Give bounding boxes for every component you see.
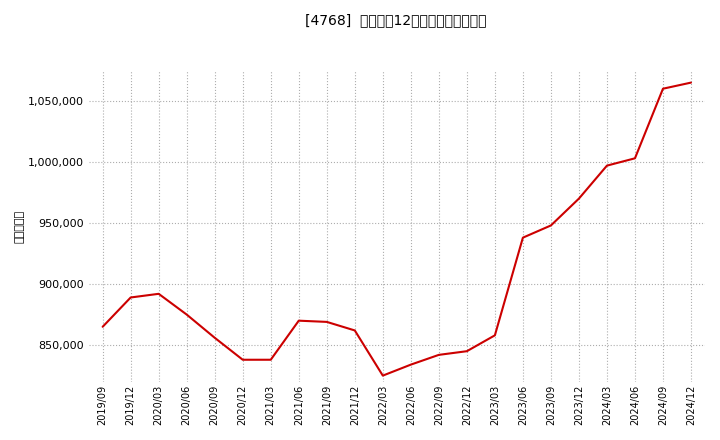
Text: [4768]  売上高の12か月移動合計の推移: [4768] 売上高の12か月移動合計の推移 bbox=[305, 13, 487, 27]
Y-axis label: （百万円）: （百万円） bbox=[15, 209, 25, 242]
